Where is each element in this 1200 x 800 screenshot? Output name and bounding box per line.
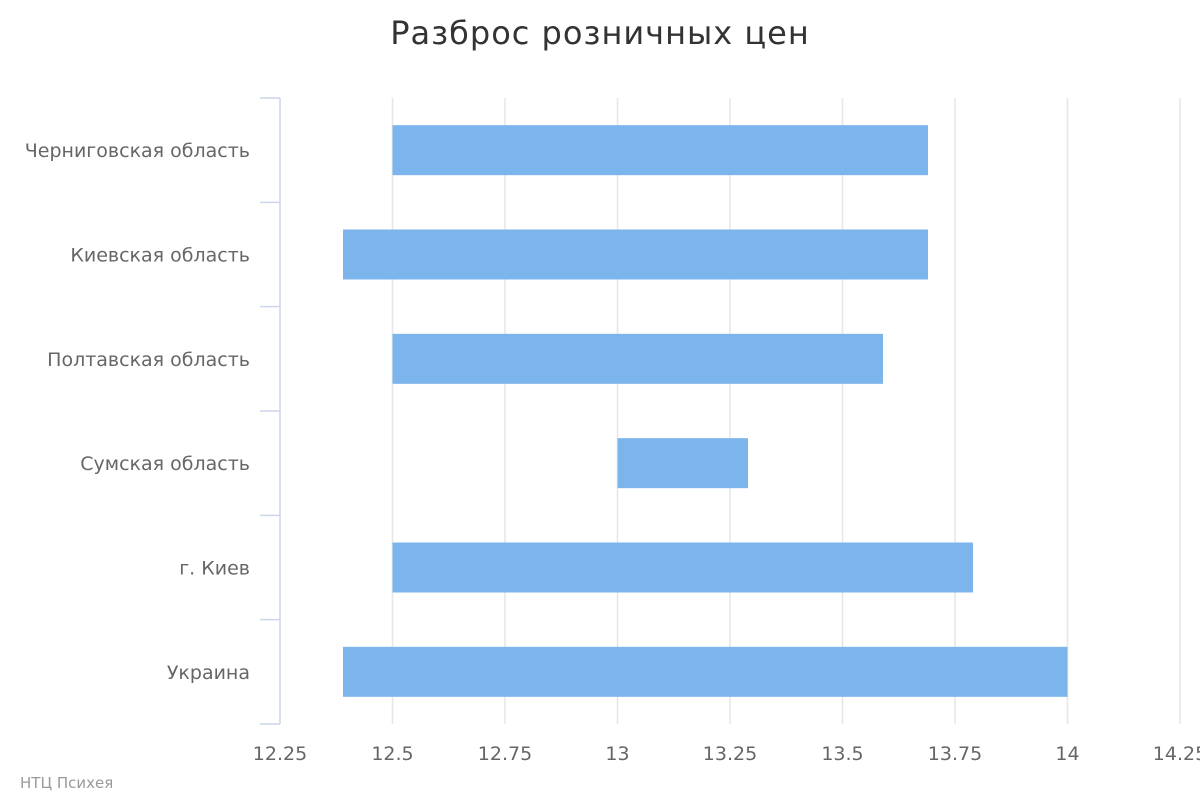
chart-title: Разброс розничных цен (390, 14, 810, 52)
x-tick-label: 12.75 (478, 743, 532, 765)
x-tick-label: 14 (1055, 743, 1079, 765)
bars (343, 125, 1068, 697)
category-label: Сумская область (80, 453, 250, 475)
x-tick-label: 13.5 (821, 743, 863, 765)
category-label: Киевская область (70, 245, 250, 267)
x-axis-tick-labels: 12.25 12.5 12.75 13 13.25 13.5 13.75 14 14.25 (253, 743, 1200, 765)
bar (392, 542, 973, 593)
bar (392, 333, 883, 384)
x-tick-label: 12.5 (371, 743, 413, 765)
x-tick-label: 14.25 (1153, 743, 1200, 765)
x-tick-label: 13.75 (928, 743, 982, 765)
category-axis (260, 97, 281, 725)
category-labels: Черниговская область Киевская область Полт… (25, 140, 250, 684)
x-tick-label: 12.25 (253, 743, 307, 765)
x-tick-label: 13.25 (703, 743, 757, 765)
bar (617, 438, 748, 489)
category-label: Украина (167, 662, 250, 684)
bar (392, 125, 928, 176)
bar (343, 229, 928, 280)
category-label: Полтавская область (47, 349, 250, 371)
x-tick-label: 13 (605, 743, 629, 765)
credits-text: НТЦ Психея (20, 774, 114, 792)
grid-lines (391, 98, 1181, 724)
category-label: Черниговская область (25, 140, 250, 162)
bar (343, 646, 1068, 697)
category-label: г. Киев (179, 558, 250, 580)
